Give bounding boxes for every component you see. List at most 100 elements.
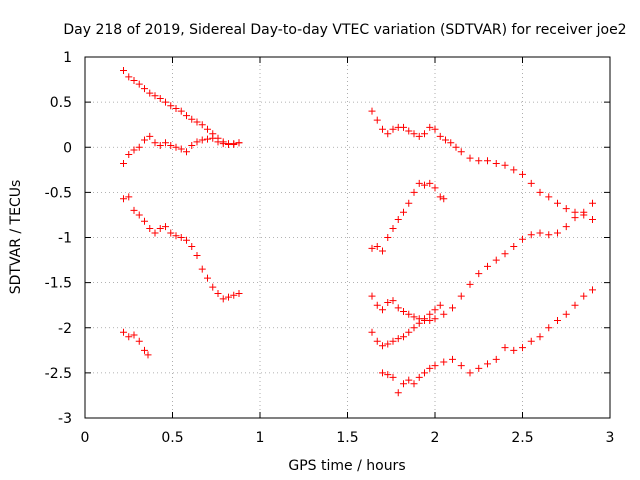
data-point	[449, 355, 456, 363]
data-point	[545, 193, 553, 201]
data-point	[436, 132, 444, 140]
data-point	[384, 130, 392, 138]
data-point	[389, 224, 397, 232]
data-point	[373, 337, 381, 345]
x-tick-label: 1	[256, 430, 265, 446]
data-point	[172, 104, 180, 112]
data-point	[394, 215, 402, 223]
data-point	[188, 141, 196, 149]
data-point	[209, 134, 217, 142]
y-tick-labels: 1 0.5 0 -0.5 -1 -1.5 -2 -2.5 -3	[45, 50, 72, 427]
data-point	[230, 291, 238, 299]
data-point	[405, 199, 413, 207]
data-point	[162, 139, 169, 147]
data-point	[400, 333, 407, 341]
data-point	[394, 389, 402, 397]
data-point	[198, 136, 206, 144]
data-point	[410, 324, 418, 332]
data-point	[426, 123, 434, 131]
data-point	[146, 89, 154, 97]
data-point	[225, 293, 232, 301]
data-point	[501, 250, 509, 258]
data-point	[431, 306, 439, 314]
data-point	[167, 141, 175, 149]
x-tick-label: 2.5	[511, 430, 533, 446]
data-point	[389, 125, 397, 133]
data-point	[389, 297, 397, 305]
data-point	[394, 335, 402, 343]
data-point	[141, 346, 148, 354]
data-point	[120, 328, 127, 336]
data-point	[373, 116, 381, 124]
data-point	[405, 310, 413, 318]
data-point	[379, 125, 386, 133]
data-point	[130, 331, 138, 339]
data-point	[193, 252, 201, 260]
data-point	[527, 231, 535, 239]
data-point	[368, 244, 376, 252]
x-axis-label: GPS time / hours	[288, 458, 405, 474]
data-point	[400, 208, 407, 216]
x-tick-label: 0	[81, 430, 90, 446]
data-point	[162, 98, 169, 106]
data-point	[431, 315, 439, 323]
data-point	[501, 161, 509, 169]
data-point	[527, 337, 535, 345]
data-point	[536, 188, 544, 196]
data-point	[449, 304, 456, 312]
data-point	[589, 199, 596, 207]
data-point	[442, 136, 449, 144]
data-point	[536, 229, 544, 237]
data-point	[384, 298, 392, 306]
data-point	[562, 223, 570, 231]
data-point	[501, 344, 509, 352]
data-point	[436, 301, 444, 309]
data-point	[510, 243, 518, 251]
data-point	[452, 143, 460, 151]
data-point	[400, 380, 407, 388]
data-point	[405, 127, 413, 135]
y-tick-label: 0.5	[50, 95, 72, 111]
data-point	[368, 107, 376, 115]
data-point	[415, 132, 423, 140]
data-point	[151, 229, 159, 237]
data-point	[172, 232, 180, 240]
data-point	[183, 236, 190, 244]
data-point	[400, 123, 407, 131]
data-point	[545, 231, 553, 239]
data-point	[120, 195, 127, 203]
data-point	[426, 310, 434, 318]
data-point	[379, 369, 386, 377]
data-point	[426, 179, 434, 187]
data-point	[554, 317, 561, 325]
data-point	[209, 283, 217, 291]
data-point	[492, 159, 500, 167]
data-point	[120, 159, 127, 167]
data-point	[580, 292, 588, 300]
data-point	[230, 140, 238, 148]
x-tick-label: 0.5	[161, 430, 183, 446]
data-point	[436, 193, 444, 201]
data-points	[120, 67, 596, 397]
data-point	[125, 150, 133, 158]
data-point	[527, 179, 535, 187]
data-point	[125, 193, 133, 201]
series-track-1	[120, 67, 243, 149]
y-tick-label: -2.5	[45, 366, 72, 382]
data-point	[379, 306, 386, 314]
data-point	[156, 141, 164, 149]
data-point	[431, 125, 439, 133]
data-point	[198, 121, 206, 129]
data-point	[135, 337, 143, 345]
data-point	[235, 139, 243, 147]
data-point	[589, 215, 596, 223]
data-point	[204, 135, 211, 143]
data-point	[162, 223, 169, 231]
data-point	[545, 324, 553, 332]
series-track-8	[368, 301, 444, 350]
y-tick-label: -1	[58, 231, 72, 247]
data-point	[415, 179, 423, 187]
data-point	[571, 301, 579, 309]
data-point	[519, 170, 526, 178]
